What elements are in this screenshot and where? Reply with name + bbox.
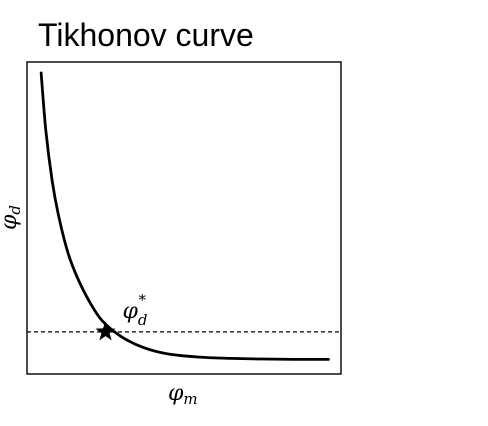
point-label-symbol: φ (123, 299, 139, 324)
chart-title: Tikhonov curve (38, 17, 254, 53)
plot-frame (26, 61, 342, 375)
y-axis-label-subscript: d (6, 205, 24, 215)
tikhonov-curve-line-0 (39, 71, 330, 361)
point-label-subscript: d (138, 311, 148, 329)
x-axis-label: φm (168, 381, 198, 408)
x-axis-label-subscript: m (183, 390, 197, 408)
point-label-superscript: * (139, 291, 147, 309)
x-axis-label-symbol: φ (168, 381, 184, 406)
marker-group (95, 321, 116, 341)
optimal-point-star (95, 321, 116, 341)
series-group (39, 71, 330, 361)
y-axis-label-symbol: φ (0, 214, 22, 230)
optimal-point-label: φd * (123, 291, 148, 329)
y-axis-label: φd (0, 205, 24, 230)
